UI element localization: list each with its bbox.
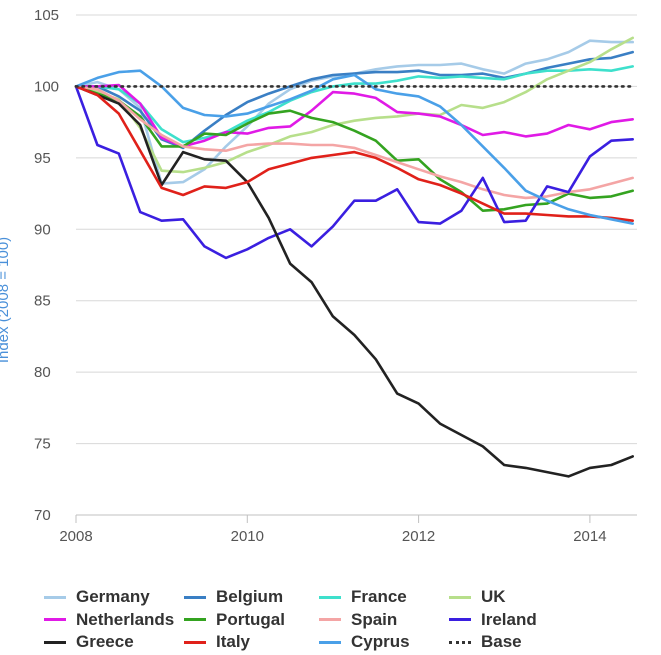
- legend-item-france[interactable]: France: [319, 587, 407, 607]
- y-tick-label: 80: [34, 364, 51, 381]
- series-line-netherlands: [74, 83, 635, 148]
- legend-label: Netherlands: [76, 609, 175, 629]
- legend-swatch: [44, 640, 66, 644]
- legend-item-spain[interactable]: Spain: [319, 610, 397, 630]
- series-line-portugal: [74, 85, 635, 212]
- series-line-italy: [74, 85, 635, 222]
- x-tick-label: 2010: [231, 528, 264, 545]
- legend-swatch: [184, 595, 206, 599]
- y-tick-label: 100: [34, 78, 59, 95]
- legend-item-italy[interactable]: Italy: [184, 632, 250, 652]
- y-tick-label: 70: [34, 507, 51, 524]
- series-lines: [74, 36, 635, 478]
- legend-swatch: [319, 595, 341, 599]
- legend-label: Base: [481, 632, 522, 652]
- grid-lines: [76, 14, 637, 516]
- y-tick-label: 75: [34, 436, 51, 453]
- legend-swatch: [184, 618, 206, 622]
- legend-swatch: [449, 640, 471, 644]
- x-tick-label: 2014: [573, 528, 606, 545]
- series-line-france: [74, 65, 635, 144]
- series-line-belgium: [74, 50, 635, 150]
- legend-label: Portugal: [216, 609, 285, 629]
- legend-item-greece[interactable]: Greece: [44, 632, 134, 652]
- x-axis: 2008 2010 2012 2014: [59, 514, 637, 545]
- legend-swatch: [319, 640, 341, 644]
- series-line-cyprus: [74, 69, 635, 225]
- legend-label: Germany: [76, 587, 150, 607]
- chart: 2008 2010 2012 2014 70 75 80 85 90 95 100 105 Inde…: [0, 7, 637, 545]
- y-axis-label: Index (2008 = 100): [0, 237, 12, 363]
- series-line-uk: [74, 36, 635, 174]
- x-tick-label: 2008: [59, 528, 92, 545]
- y-tick-label: 85: [34, 293, 51, 310]
- legend-label: Greece: [76, 632, 134, 652]
- legend-swatch: [449, 595, 471, 599]
- y-tick-label: 90: [34, 221, 51, 238]
- series-line-germany: [74, 39, 635, 185]
- legend-row: Netherlands Portugal Spain Ireland: [44, 609, 654, 632]
- legend: Germany Belgium France UK Netherlands Portuga…: [44, 586, 654, 654]
- legend-label: Cyprus: [351, 632, 410, 652]
- legend-row: Greece Italy Cyprus Base: [44, 631, 654, 654]
- legend-label: France: [351, 587, 407, 607]
- legend-item-cyprus[interactable]: Cyprus: [319, 632, 410, 652]
- legend-item-ireland[interactable]: Ireland: [449, 610, 537, 630]
- series-line-greece: [74, 85, 635, 478]
- legend-label: Ireland: [481, 609, 537, 629]
- legend-swatch: [449, 618, 471, 622]
- legend-item-base[interactable]: Base: [449, 632, 522, 652]
- legend-swatch: [44, 595, 66, 599]
- legend-item-belgium[interactable]: Belgium: [184, 587, 283, 607]
- legend-label: UK: [481, 587, 506, 607]
- legend-swatch: [319, 618, 341, 622]
- legend-label: Belgium: [216, 587, 284, 607]
- legend-item-uk[interactable]: UK: [449, 587, 506, 607]
- legend-item-germany[interactable]: Germany: [44, 587, 150, 607]
- legend-label: Spain: [351, 609, 398, 629]
- x-tick-label: 2012: [402, 528, 435, 545]
- legend-row: Germany Belgium France UK: [44, 586, 654, 609]
- legend-swatch: [44, 618, 66, 622]
- y-tick-label: 95: [34, 150, 51, 167]
- legend-label: Italy: [216, 632, 251, 652]
- y-axis-ticks: 70 75 80 85 90 95 100 105: [34, 7, 59, 524]
- legend-swatch: [184, 640, 206, 644]
- legend-item-portugal[interactable]: Portugal: [184, 610, 285, 630]
- y-tick-label: 105: [34, 7, 59, 24]
- legend-item-netherlands[interactable]: Netherlands: [44, 610, 174, 630]
